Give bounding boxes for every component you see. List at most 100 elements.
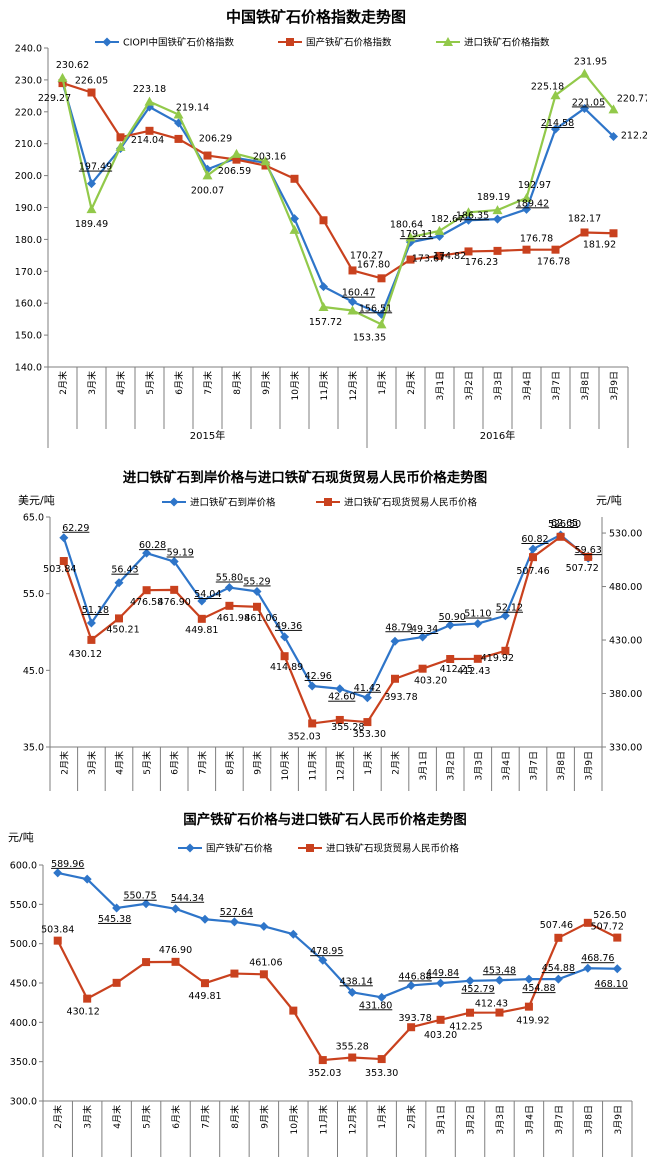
data-label: 527.64 xyxy=(220,907,253,918)
data-point xyxy=(200,914,210,924)
data-label: 352.03 xyxy=(288,731,321,742)
data-point xyxy=(318,955,328,965)
y-tick-label: 55.0 xyxy=(23,589,44,600)
y-tick-label: 450.0 xyxy=(10,979,37,990)
x-tick-label: 3月2日 xyxy=(464,371,475,400)
x-tick-label: 11月末 xyxy=(307,751,319,780)
data-label: 226.05 xyxy=(75,76,108,87)
data-point xyxy=(464,247,473,256)
data-label: 203.16 xyxy=(253,152,286,163)
data-label: 393.78 xyxy=(399,1013,432,1024)
data-label: 449.81 xyxy=(185,625,218,636)
x-tick-label: 3月8日 xyxy=(580,371,591,400)
data-label: 176.78 xyxy=(520,234,553,245)
data-point xyxy=(466,1008,475,1017)
y-tick-label: 150.0 xyxy=(15,331,42,342)
data-point xyxy=(319,216,328,225)
x-tick-label: 6月末 xyxy=(173,371,185,395)
x-tick-label: 8月末 xyxy=(229,1105,241,1129)
x-tick-label: 5月末 xyxy=(141,751,153,775)
data-point xyxy=(230,969,239,978)
data-label: 214.58 xyxy=(541,118,574,129)
data-point xyxy=(225,601,234,610)
data-point xyxy=(173,109,184,119)
data-point xyxy=(59,557,68,566)
data-label: 42.60 xyxy=(328,692,355,703)
data-point xyxy=(493,246,502,255)
x-tick-label: 5月末 xyxy=(144,371,156,395)
data-label: 49.36 xyxy=(275,621,302,632)
data-point xyxy=(554,933,563,942)
chart-title: 进口铁矿石到岸价格与进口铁矿石现货贸易人民币价格走势图 xyxy=(123,469,488,486)
legend-marker xyxy=(306,844,314,852)
data-label: 60.28 xyxy=(139,540,166,551)
data-label: 189.42 xyxy=(516,198,549,209)
legend-label: 进口铁矿石现货贸易人民币价格 xyxy=(326,843,460,855)
x-tick-label: 3月9日 xyxy=(584,751,595,780)
y-tick-label: 230.0 xyxy=(15,75,42,86)
data-label: 51.18 xyxy=(82,605,109,616)
chart-domestic-vs-import-rmb: 国产铁矿石价格与进口铁矿石人民币价格走势图 元/吨 300.0 350.0 400.0 4… xyxy=(0,800,647,1165)
data-point xyxy=(493,214,502,224)
y2-tick-label: 480.00 xyxy=(609,582,642,593)
y-tick-label: 45.0 xyxy=(23,666,44,677)
data-label: 414.89 xyxy=(270,662,303,673)
data-point xyxy=(501,646,510,655)
legend-label: 进口铁矿石现货贸易人民币价格 xyxy=(344,497,478,509)
data-label: 160.47 xyxy=(342,288,375,299)
x-tick-label: 7月末 xyxy=(199,1105,211,1129)
legend-marker xyxy=(286,38,294,46)
data-point xyxy=(609,229,618,238)
y-tick-label: 170.0 xyxy=(15,267,42,278)
data-point xyxy=(229,917,239,927)
data-label: 176.23 xyxy=(465,257,498,268)
data-label: 56.43 xyxy=(111,565,138,576)
x-tick-label: 12月末 xyxy=(347,1105,359,1134)
data-point xyxy=(522,245,531,254)
year-group-label: 2015年 xyxy=(190,429,225,442)
x-tick-label: 3月3日 xyxy=(493,371,504,400)
data-point xyxy=(418,632,428,642)
data-point xyxy=(142,958,151,967)
y-tick-label: 220.0 xyxy=(15,107,42,118)
data-point xyxy=(53,936,62,945)
data-label: 412.25 xyxy=(449,1022,482,1033)
data-label: 431.80 xyxy=(359,1000,392,1011)
data-label: 170.27 xyxy=(350,250,383,261)
data-point xyxy=(613,933,622,942)
data-label: 450.21 xyxy=(106,624,139,635)
data-point xyxy=(553,974,563,984)
y-tick-label: 180.0 xyxy=(15,235,42,246)
legend-label: 进口铁矿石到岸价格 xyxy=(190,497,276,509)
data-point xyxy=(261,161,270,170)
x-tick-label: 6月末 xyxy=(170,1105,182,1129)
data-label: 449.81 xyxy=(188,991,221,1002)
data-label: 412.43 xyxy=(475,999,508,1010)
data-label: 461.06 xyxy=(249,957,282,968)
x-tick-label: 3月2日 xyxy=(446,751,457,780)
data-label: 197.49 xyxy=(79,162,112,173)
legend-label: 国产铁矿石价格指数 xyxy=(306,37,392,49)
x-tick-label: 4月末 xyxy=(114,751,126,775)
data-point xyxy=(529,553,537,562)
data-label: 180.64 xyxy=(390,219,423,230)
data-point xyxy=(473,619,483,629)
series-line xyxy=(62,535,589,725)
x-tick-label: 2月末 xyxy=(58,751,70,775)
data-point xyxy=(171,957,180,966)
data-point xyxy=(445,620,455,630)
data-point xyxy=(174,134,183,143)
data-point xyxy=(348,266,357,275)
data-point xyxy=(58,79,67,88)
data-label: 438.14 xyxy=(340,976,373,987)
data-point xyxy=(579,68,590,78)
data-point xyxy=(347,987,357,997)
data-label: 403.20 xyxy=(424,1030,457,1041)
data-point xyxy=(376,319,387,329)
data-point xyxy=(289,224,300,234)
data-point xyxy=(347,305,358,315)
data-point xyxy=(348,297,357,307)
data-label: 42.96 xyxy=(305,671,332,682)
data-label: 59.63 xyxy=(575,545,602,556)
x-tick-label: 3月9日 xyxy=(613,1105,624,1134)
